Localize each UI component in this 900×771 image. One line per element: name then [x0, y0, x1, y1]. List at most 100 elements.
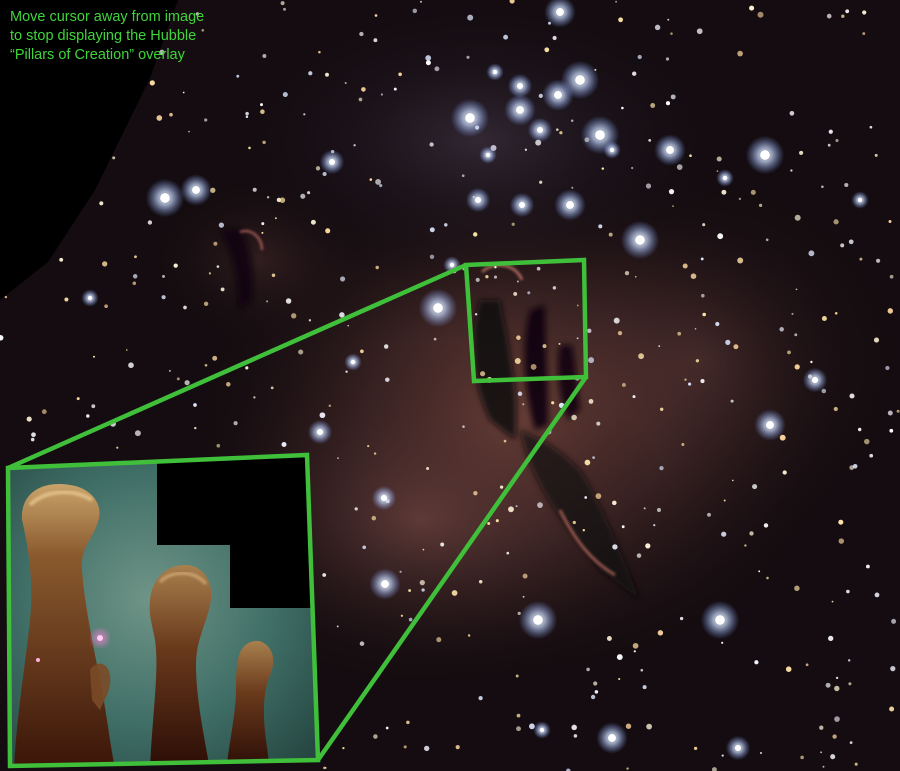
star [188, 130, 190, 133]
star [400, 614, 404, 617]
star [654, 24, 661, 31]
star [676, 164, 683, 170]
star [862, 32, 866, 36]
star [571, 414, 577, 421]
star [383, 344, 389, 349]
star [665, 57, 670, 61]
star [262, 140, 266, 145]
star [374, 14, 378, 17]
star [681, 443, 685, 446]
bright-star [474, 196, 482, 204]
star [889, 706, 895, 712]
star [794, 585, 800, 592]
star [385, 726, 389, 730]
star [645, 183, 652, 189]
star [367, 445, 370, 448]
star [516, 280, 519, 283]
star [213, 241, 218, 246]
star [873, 337, 880, 343]
star [672, 205, 674, 208]
star [830, 754, 836, 760]
star [865, 564, 870, 569]
star [849, 393, 855, 399]
star [271, 273, 276, 278]
star [503, 439, 507, 443]
star [595, 493, 602, 499]
star [132, 281, 137, 286]
star [260, 103, 263, 107]
star [542, 344, 547, 349]
star [201, 28, 205, 32]
star [744, 544, 747, 547]
star [318, 50, 321, 54]
star [104, 304, 108, 309]
star [204, 363, 208, 367]
bright-star [87, 295, 93, 301]
star [794, 333, 798, 337]
star [291, 313, 297, 319]
star [695, 359, 700, 363]
star [461, 174, 465, 178]
star [522, 595, 525, 598]
star [827, 143, 831, 147]
star [421, 588, 425, 592]
star [323, 766, 326, 770]
star [182, 91, 185, 94]
bright-star [575, 75, 585, 85]
star [731, 479, 734, 482]
star [859, 257, 863, 261]
star [245, 115, 249, 118]
star [749, 531, 754, 536]
star [721, 531, 727, 537]
star [538, 93, 543, 99]
star [373, 734, 378, 739]
star [582, 529, 585, 532]
star [539, 180, 543, 184]
star [515, 505, 518, 508]
star [889, 428, 894, 433]
star [571, 186, 574, 189]
star [444, 223, 448, 227]
star [573, 734, 578, 738]
star [517, 391, 523, 397]
star [640, 668, 644, 672]
star [261, 222, 265, 226]
star [245, 366, 249, 370]
star [373, 452, 377, 455]
star [134, 430, 141, 437]
star [515, 674, 519, 678]
star [869, 453, 874, 458]
star [194, 426, 197, 430]
star [586, 667, 590, 672]
star [195, 12, 200, 16]
star [216, 265, 220, 268]
star [702, 223, 706, 227]
star [834, 716, 840, 722]
star [303, 113, 306, 116]
star [888, 220, 892, 223]
star [359, 641, 365, 646]
caption-line-1: Move cursor away from image [10, 9, 205, 25]
star [31, 432, 36, 438]
star [429, 142, 434, 147]
star [682, 263, 688, 269]
star [375, 265, 379, 270]
star [730, 399, 734, 403]
star [261, 231, 264, 234]
star [514, 358, 521, 364]
bright-star [492, 69, 498, 75]
star [169, 112, 173, 117]
star [834, 311, 838, 315]
star [782, 470, 787, 475]
star [516, 713, 521, 718]
star [467, 634, 471, 637]
star [156, 115, 163, 121]
star [362, 545, 367, 550]
star [91, 404, 96, 409]
star [791, 312, 794, 315]
star [574, 375, 580, 381]
star [472, 232, 478, 237]
star [887, 308, 894, 314]
